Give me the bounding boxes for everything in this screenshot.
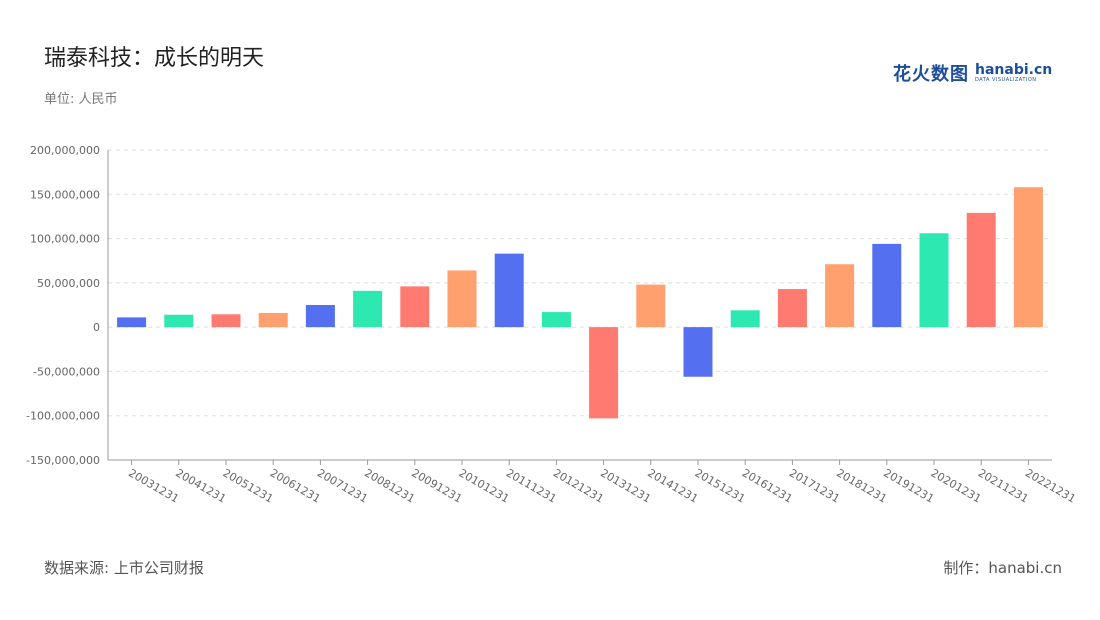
logo-tagline: DATA VISUALIZATION	[975, 77, 1037, 83]
y-tick-label: -50,000,000	[33, 365, 100, 378]
bar	[589, 327, 619, 419]
x-tick-label: 20071231	[315, 466, 370, 505]
y-tick-label: 0	[93, 321, 100, 334]
data-source: 数据来源: 上市公司财报	[44, 559, 204, 577]
bar	[447, 270, 477, 328]
x-tick-label: 20101231	[457, 466, 512, 505]
x-tick-label: 20221231	[1023, 466, 1078, 505]
bar	[1013, 187, 1043, 328]
bar	[353, 290, 383, 328]
bar	[117, 317, 147, 328]
x-tick-label: 20031231	[126, 466, 181, 505]
y-tick-label: -150,000,000	[26, 454, 100, 467]
x-tick-label: 20041231	[173, 466, 228, 505]
bar	[211, 314, 241, 328]
bar	[683, 327, 713, 377]
x-tick-label: 20211231	[976, 466, 1031, 505]
x-tick-label: 20091231	[409, 466, 464, 505]
bar	[825, 264, 855, 328]
y-tick-label: 150,000,000	[30, 188, 100, 201]
bar	[919, 233, 949, 328]
unit-label: 单位: 人民币	[44, 92, 118, 107]
logo-en-text: hanabi.cn	[975, 62, 1053, 78]
bar	[305, 305, 335, 328]
y-tick-label: 50,000,000	[37, 277, 100, 290]
logo-cn-text: 花火数图	[893, 64, 969, 85]
x-tick-label: 20051231	[221, 466, 276, 505]
y-tick-label: -100,000,000	[26, 410, 100, 423]
x-tick-label: 20171231	[787, 466, 842, 505]
bar	[541, 312, 571, 328]
bar	[258, 312, 288, 328]
maker-credit: 制作：hanabi.cn	[943, 559, 1062, 577]
x-tick-label: 20061231	[268, 466, 323, 505]
x-tick-label: 20131231	[598, 466, 653, 505]
y-tick-label: 100,000,000	[30, 233, 100, 246]
bar	[494, 253, 524, 328]
bar	[730, 310, 760, 328]
logo-en-block: hanabi.cn DATA VISUALIZATION	[975, 63, 1052, 83]
x-tick-label: 20151231	[693, 466, 748, 505]
x-tick-label: 20191231	[881, 466, 936, 505]
x-tick-label: 20111231	[504, 466, 559, 505]
x-tick-label: 20181231	[834, 466, 889, 505]
chart-title: 瑞泰科技：成长的明天	[44, 46, 265, 71]
bar	[966, 212, 996, 328]
bar	[400, 286, 430, 328]
bar	[872, 243, 902, 328]
x-tick-label: 20141231	[645, 466, 700, 505]
bar	[777, 289, 807, 328]
bar	[164, 314, 194, 328]
x-tick-label: 20121231	[551, 466, 606, 505]
x-tick-label: 20201231	[929, 466, 984, 505]
bar	[636, 284, 666, 328]
x-tick-label: 20161231	[740, 466, 795, 505]
brand-logo: 花火数图 hanabi.cn DATA VISUALIZATION	[893, 60, 1052, 86]
y-tick-label: 200,000,000	[30, 144, 100, 157]
x-tick-label: 20081231	[362, 466, 417, 505]
